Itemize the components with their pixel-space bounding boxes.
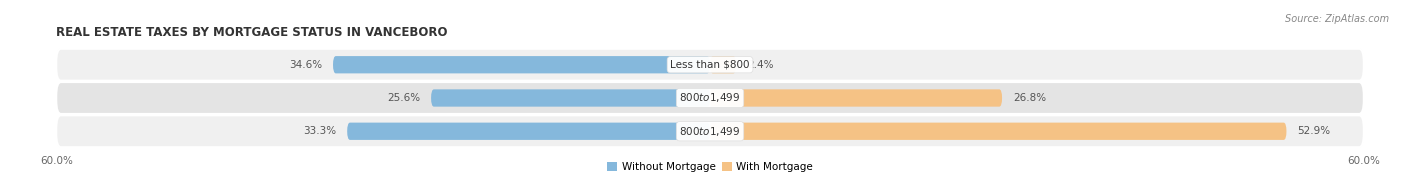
Text: Less than $800: Less than $800	[671, 60, 749, 70]
Text: $800 to $1,499: $800 to $1,499	[679, 92, 741, 104]
FancyBboxPatch shape	[56, 49, 1364, 81]
FancyBboxPatch shape	[710, 56, 737, 73]
Text: 33.3%: 33.3%	[304, 126, 336, 136]
Text: 26.8%: 26.8%	[1012, 93, 1046, 103]
FancyBboxPatch shape	[710, 123, 1286, 140]
Text: 52.9%: 52.9%	[1298, 126, 1330, 136]
Text: 34.6%: 34.6%	[290, 60, 322, 70]
Text: $800 to $1,499: $800 to $1,499	[679, 125, 741, 138]
FancyBboxPatch shape	[432, 89, 710, 107]
Text: 2.4%: 2.4%	[747, 60, 773, 70]
FancyBboxPatch shape	[333, 56, 710, 73]
FancyBboxPatch shape	[347, 123, 710, 140]
Text: Source: ZipAtlas.com: Source: ZipAtlas.com	[1285, 14, 1389, 24]
Text: REAL ESTATE TAXES BY MORTGAGE STATUS IN VANCEBORO: REAL ESTATE TAXES BY MORTGAGE STATUS IN …	[56, 26, 447, 39]
Text: 25.6%: 25.6%	[387, 93, 420, 103]
FancyBboxPatch shape	[710, 89, 1002, 107]
FancyBboxPatch shape	[56, 115, 1364, 147]
Legend: Without Mortgage, With Mortgage: Without Mortgage, With Mortgage	[607, 162, 813, 172]
FancyBboxPatch shape	[56, 82, 1364, 114]
